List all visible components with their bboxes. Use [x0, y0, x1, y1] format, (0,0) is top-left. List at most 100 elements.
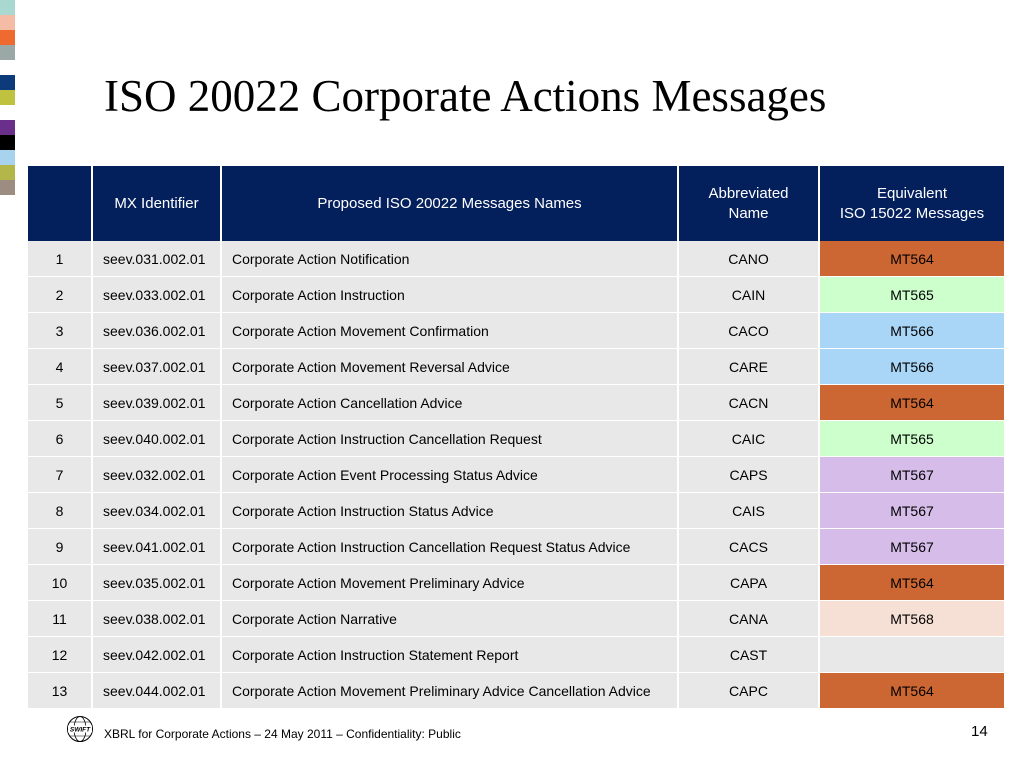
table-row: 11 seev.038.002.01 Corporate Action Narrat…	[28, 600, 1004, 637]
abbreviated-name: CAIS	[678, 492, 820, 529]
equivalent-message: MT566	[819, 348, 1004, 385]
mx-identifier: seev.034.002.01	[92, 492, 222, 529]
logo-text: SWIFT	[70, 726, 91, 733]
message-name: Corporate Action Narrative	[221, 600, 679, 637]
equivalent-message: MT564	[819, 384, 1004, 421]
row-number: 12	[28, 636, 93, 673]
equivalent-message: MT564	[819, 564, 1004, 601]
message-name: Corporate Action Movement Confirmation	[221, 312, 679, 349]
abbreviated-name: CANA	[678, 600, 820, 637]
page-number: 14	[971, 723, 988, 740]
message-name: Corporate Action Movement Reversal Advic…	[221, 348, 679, 385]
color-strip	[0, 0, 15, 210]
abbreviated-name: CAPS	[678, 456, 820, 493]
strip-block	[0, 180, 15, 195]
strip-block	[0, 165, 15, 180]
message-name: Corporate Action Instruction Cancellatio…	[221, 528, 679, 565]
table-row: 4 seev.037.002.01 Corporate Action Movemen…	[28, 348, 1004, 385]
table-row: 12 seev.042.002.01 Corporate Action Instru…	[28, 636, 1004, 673]
equivalent-message: MT567	[819, 492, 1004, 529]
mx-identifier: seev.032.002.01	[92, 456, 222, 493]
equivalent-message: MT564	[819, 672, 1004, 709]
strip-block	[0, 0, 15, 15]
row-number: 2	[28, 276, 93, 313]
abbreviated-name: CAPC	[678, 672, 820, 709]
strip-block	[0, 60, 15, 75]
row-number: 11	[28, 600, 93, 637]
slide-title: ISO 20022 Corporate Actions Messages	[104, 71, 827, 121]
table-row: 10 seev.035.002.01 Corporate Action Moveme…	[28, 564, 1004, 601]
row-number: 7	[28, 456, 93, 493]
table-row: 2 seev.033.002.01 Corporate Action Instruc…	[28, 276, 1004, 313]
mx-identifier: seev.037.002.01	[92, 348, 222, 385]
abbreviated-name: CACS	[678, 528, 820, 565]
row-number: 9	[28, 528, 93, 565]
abbreviated-name: CANO	[678, 241, 820, 277]
header-mx-identifier: MX Identifier	[92, 166, 222, 241]
strip-block	[0, 90, 15, 105]
equivalent-message: MT565	[819, 276, 1004, 313]
table-row: 1 seev.031.002.01 Corporate Action Notific…	[28, 241, 1004, 277]
row-number: 8	[28, 492, 93, 529]
mx-identifier: seev.040.002.01	[92, 420, 222, 457]
strip-block	[0, 120, 15, 135]
mx-identifier: seev.031.002.01	[92, 241, 222, 277]
header-abbreviated-line2: Name	[728, 204, 769, 222]
messages-table: MX Identifier Proposed ISO 20022 Message…	[28, 166, 1004, 709]
table-row: 6 seev.040.002.01 Corporate Action Instruc…	[28, 420, 1004, 457]
swift-logo: SWIFT	[67, 716, 93, 742]
abbreviated-name: CACN	[678, 384, 820, 421]
strip-block	[0, 135, 15, 150]
row-number: 5	[28, 384, 93, 421]
equivalent-message: MT567	[819, 528, 1004, 565]
abbreviated-name: CAPA	[678, 564, 820, 601]
header-abbreviated-line1: Abbreviated	[708, 184, 789, 202]
abbreviated-name: CAIC	[678, 420, 820, 457]
strip-block	[0, 30, 15, 45]
abbreviated-name: CAST	[678, 636, 820, 673]
abbreviated-name: CARE	[678, 348, 820, 385]
message-name: Corporate Action Instruction Cancellatio…	[221, 420, 679, 457]
table-row: 5 seev.039.002.01 Corporate Action Cancell…	[28, 384, 1004, 421]
row-number: 10	[28, 564, 93, 601]
header-equivalent-messages: Equivalent ISO 15022 Messages	[819, 166, 1004, 241]
table-row: 9 seev.041.002.01 Corporate Action Instruc…	[28, 528, 1004, 565]
table-row: 3 seev.036.002.01 Corporate Action Movemen…	[28, 312, 1004, 349]
table-row: 7 seev.032.002.01 Corporate Action Event P…	[28, 456, 1004, 493]
message-name: Corporate Action Movement Preliminary Ad…	[221, 564, 679, 601]
equivalent-message: MT564	[819, 241, 1004, 277]
abbreviated-name: CAIN	[678, 276, 820, 313]
equivalent-message	[819, 636, 1004, 673]
header-message-name: Proposed ISO 20022 Messages Names	[221, 166, 679, 241]
strip-block	[0, 105, 15, 120]
row-number: 13	[28, 672, 93, 709]
mx-identifier: seev.038.002.01	[92, 600, 222, 637]
strip-block	[0, 15, 15, 30]
mx-identifier: seev.033.002.01	[92, 276, 222, 313]
equivalent-message: MT565	[819, 420, 1004, 457]
mx-identifier: seev.036.002.01	[92, 312, 222, 349]
mx-identifier: seev.035.002.01	[92, 564, 222, 601]
header-equivalent-line2: ISO 15022 Messages	[839, 204, 985, 222]
mx-identifier: seev.042.002.01	[92, 636, 222, 673]
message-name: Corporate Action Notification	[221, 241, 679, 277]
strip-block	[0, 75, 15, 90]
table-row: 13 seev.044.002.01 Corporate Action Moveme…	[28, 672, 1004, 709]
message-name: Corporate Action Movement Preliminary Ad…	[221, 672, 679, 709]
equivalent-message: MT566	[819, 312, 1004, 349]
table-row: 8 seev.034.002.01 Corporate Action Instruc…	[28, 492, 1004, 529]
row-number: 4	[28, 348, 93, 385]
row-number: 3	[28, 312, 93, 349]
table-header-row: MX Identifier Proposed ISO 20022 Message…	[28, 166, 1004, 241]
strip-block	[0, 150, 15, 165]
message-name: Corporate Action Cancellation Advice	[221, 384, 679, 421]
row-number: 1	[28, 241, 93, 277]
equivalent-message: MT567	[819, 456, 1004, 493]
abbreviated-name: CACO	[678, 312, 820, 349]
message-name: Corporate Action Instruction	[221, 276, 679, 313]
strip-block	[0, 45, 15, 60]
message-name: Corporate Action Event Processing Status…	[221, 456, 679, 493]
equivalent-message: MT568	[819, 600, 1004, 637]
message-name: Corporate Action Instruction Status Advi…	[221, 492, 679, 529]
row-number: 6	[28, 420, 93, 457]
